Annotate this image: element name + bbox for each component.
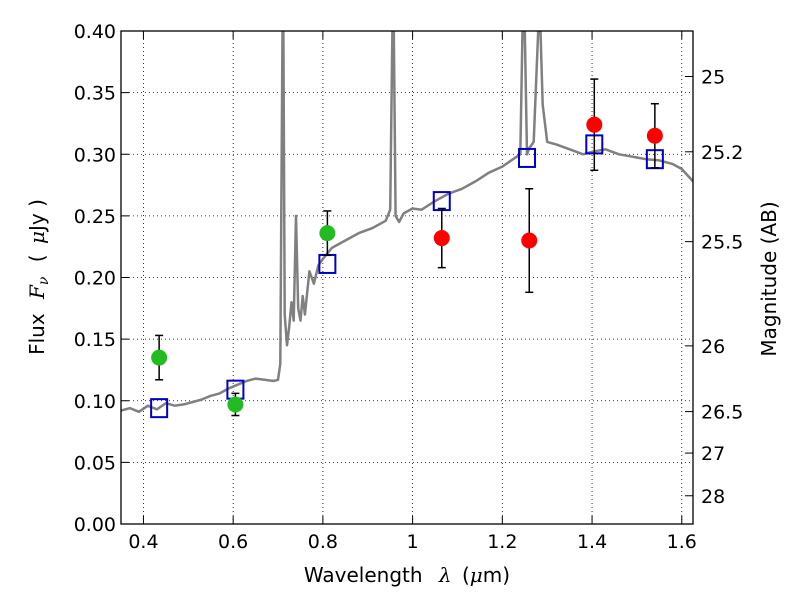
x-tick-label: 0.6 xyxy=(218,531,248,553)
x-axis-label: Wavelength λ (μm) xyxy=(304,563,510,587)
y-tick-label: 0.15 xyxy=(74,329,116,351)
y-tick-label: 0.05 xyxy=(74,452,116,474)
y-label-sub: ν xyxy=(36,276,52,285)
y2-tick-label: 26.5 xyxy=(701,402,743,424)
y2-tick-label: 25.5 xyxy=(701,232,743,254)
y-axis-label: Flux Fν ( μJy ) xyxy=(25,199,53,355)
x-axis: 0.4 0.6 0.8 1 1.2 1.4 1.6 xyxy=(128,31,697,553)
y-tick-label: 0.35 xyxy=(74,83,116,105)
y-tick-label: 0.10 xyxy=(74,391,116,413)
y-label-unit: Jy ) xyxy=(25,199,49,233)
data-point xyxy=(319,225,336,242)
y-label-symbol: F xyxy=(25,284,49,300)
x-label-mu: μ xyxy=(470,563,483,587)
x-tick-label: 1.2 xyxy=(487,531,517,553)
x-tick-label: 0.4 xyxy=(128,531,158,553)
model-photometry-box xyxy=(150,398,169,419)
data-point xyxy=(433,230,450,247)
data-point xyxy=(586,116,603,133)
y2-tick-label: 26 xyxy=(701,336,725,358)
y2-tick-label: 25.2 xyxy=(701,142,743,164)
data-point xyxy=(646,127,663,144)
y-label-prefix: Flux xyxy=(25,313,49,355)
y2-axis: 25 25.2 25.5 26 26.5 27 28 xyxy=(685,67,743,508)
x-label-prefix: Wavelength xyxy=(304,563,423,587)
y2-tick-label: 25 xyxy=(701,67,725,89)
x-label-open: ( xyxy=(462,563,470,587)
y-tick-label: 0.30 xyxy=(74,144,116,166)
y2-tick-label: 28 xyxy=(701,486,725,508)
plot-area xyxy=(121,31,693,419)
y-tick-label: 0.25 xyxy=(74,206,116,228)
y2-axis-label: Magnitude (AB) xyxy=(757,201,781,356)
y-label-mu: μ xyxy=(25,231,49,244)
y-label-open: ( xyxy=(25,254,49,262)
model-spectrum-line xyxy=(121,31,693,414)
x-tick-label: 1 xyxy=(407,531,419,553)
y-axis: 0.00 0.05 0.10 0.15 0.20 0.25 0.30 0.35 0.40 xyxy=(74,21,129,536)
model-photometry-box xyxy=(518,147,537,168)
y-tick-label: 0.40 xyxy=(74,21,116,43)
data-point xyxy=(227,396,244,413)
x-label-symbol: λ xyxy=(438,563,452,587)
x-tick-label: 1.6 xyxy=(667,531,697,553)
x-tick-label: 0.8 xyxy=(308,531,338,553)
y2-tick-label: 27 xyxy=(701,443,725,465)
x-label-unit: m) xyxy=(483,563,510,587)
y-tick-label: 0.00 xyxy=(74,514,116,536)
y-tick-label: 0.20 xyxy=(74,268,116,290)
x-tick-label: 1.4 xyxy=(577,531,607,553)
data-point xyxy=(151,349,168,366)
data-point xyxy=(521,232,538,249)
